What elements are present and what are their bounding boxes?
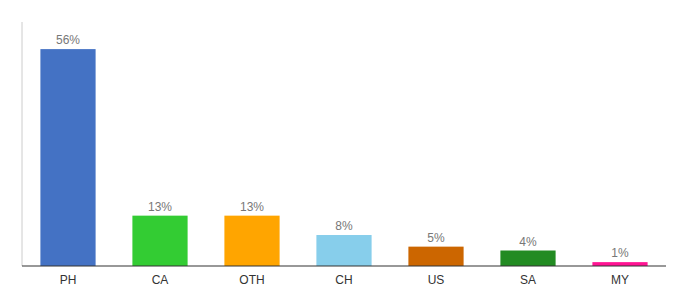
- x-tick-label: CA: [152, 273, 169, 287]
- x-tick-label: OTH: [239, 273, 264, 287]
- bar: [40, 49, 95, 266]
- x-tick-label: PH: [60, 273, 77, 287]
- bar: [316, 235, 371, 266]
- bar: [408, 247, 463, 266]
- x-tick-label: SA: [520, 273, 536, 287]
- x-tick-label: US: [428, 273, 445, 287]
- data-label: 8%: [335, 219, 353, 233]
- data-label: 56%: [56, 33, 80, 47]
- x-tick-label: MY: [611, 273, 629, 287]
- bar: [224, 216, 279, 266]
- chart-container: PH CA OTH CH US SA MY 56% 13% 13% 8% 5% 4% 1%: [0, 0, 680, 300]
- data-label: 13%: [148, 200, 172, 214]
- data-label: 13%: [240, 200, 264, 214]
- bar: [132, 216, 187, 266]
- chart: PH CA OTH CH US SA MY 56% 13% 13% 8% 5% 4% 1%: [0, 0, 680, 300]
- bars: [40, 49, 647, 266]
- x-tick-label: CH: [335, 273, 352, 287]
- bar: [500, 251, 555, 266]
- data-label: 5%: [427, 231, 445, 245]
- x-axis-line: [22, 265, 666, 266]
- y-axis-line: [22, 22, 23, 266]
- data-label: 1%: [611, 246, 629, 260]
- data-label: 4%: [519, 235, 537, 249]
